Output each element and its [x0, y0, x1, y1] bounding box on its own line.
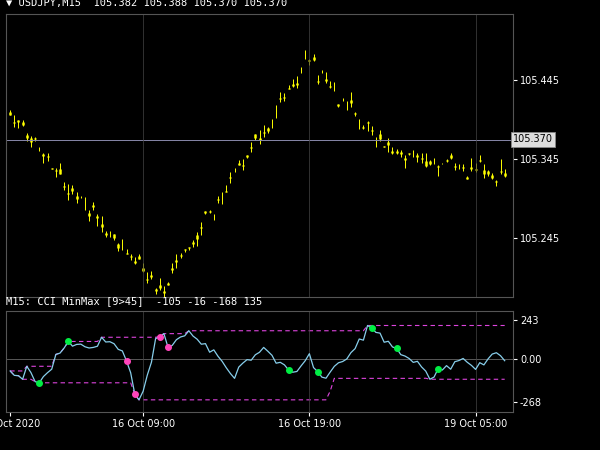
Text: 105.370: 105.370: [513, 135, 553, 144]
Text: M15: CCI MinMax [9>45]  -105 -16 -168 135: M15: CCI MinMax [9>45] -105 -16 -168 135: [6, 297, 262, 306]
Text: ▼ USDJPY,M15  105.382 105.388 105.370 105.370: ▼ USDJPY,M15 105.382 105.388 105.370 105…: [6, 0, 287, 8]
